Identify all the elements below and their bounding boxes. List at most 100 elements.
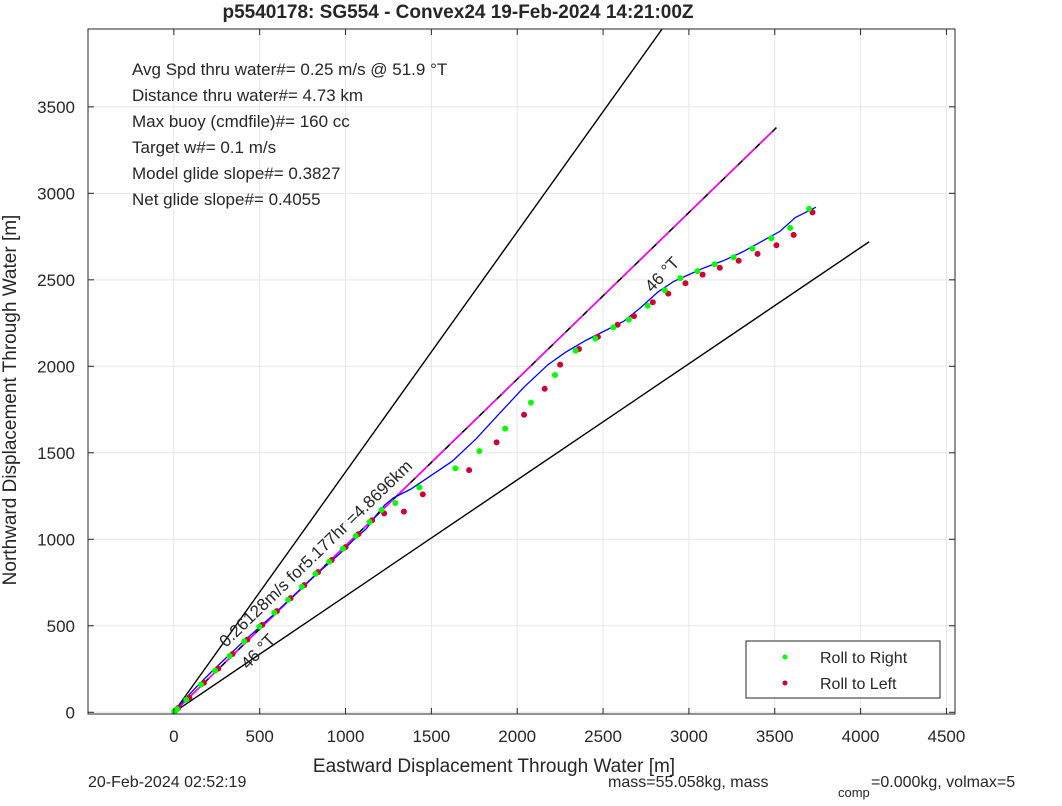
roll-right-point [452, 465, 459, 472]
roll-left-point [649, 299, 656, 306]
roll-right-point [271, 609, 278, 616]
y-tick-label: 3000 [37, 184, 75, 203]
x-axis-label: Eastward Displacement Through Water [m] [313, 756, 675, 777]
roll-right-point [352, 532, 359, 539]
y-tick-label: 2500 [37, 271, 75, 290]
x-tick-label: 4000 [842, 727, 880, 746]
stats-line-5: Model glide slope#= 0.3827 [132, 164, 340, 183]
roll-left-point [521, 411, 528, 418]
legend-label-right: Roll to Right [820, 650, 908, 667]
stats-block: Avg Spd thru water#= 0.25 m/s @ 51.9 °T … [132, 60, 447, 209]
roll-right-point [392, 499, 399, 506]
footer-date: 20-Feb-2024 02:52:19 [88, 774, 246, 791]
x-tick-label: 500 [245, 727, 273, 746]
roll-right-point [285, 596, 292, 603]
roll-right-point [572, 347, 579, 354]
legend-marker-left [782, 680, 788, 686]
roll-right-point [711, 261, 718, 268]
roll-right-point [173, 706, 180, 713]
roll-right-point [378, 506, 385, 513]
roll-right-point [787, 224, 794, 231]
roll-right-point [256, 623, 263, 630]
x-tick-label: 1000 [327, 727, 365, 746]
roll-right-point [677, 275, 684, 282]
roll-right-point [183, 696, 190, 703]
footer-mass-suffix: =0.000kg, volmax=5 [871, 774, 1015, 791]
x-tick-label: 4500 [928, 727, 966, 746]
roll-right-point [730, 254, 737, 261]
roll-right-point [298, 583, 305, 590]
x-tick-label: 3000 [670, 727, 708, 746]
roll-left-point [557, 361, 564, 368]
y-tick-label: 1000 [37, 530, 75, 549]
roll-right-point [366, 518, 373, 525]
speed-line [173, 127, 778, 713]
footer-mass-prefix: mass=55.058kg, mass [608, 774, 769, 791]
roll-right-point [806, 205, 813, 212]
roll-right-point [416, 484, 423, 491]
roll-left-point [400, 508, 407, 515]
roll-left-point [630, 313, 637, 320]
roll-right-point [502, 425, 509, 432]
stats-line-4: Target w#= 0.1 m/s [132, 138, 276, 157]
stats-line-6: Net glide slope#= 0.4055 [132, 190, 321, 209]
stats-line-3: Max buoy (cmdfile)#= 160 cc [132, 112, 350, 131]
roll-left-point [773, 242, 780, 249]
grid [88, 29, 955, 714]
x-tick-label: 2000 [498, 727, 536, 746]
roll-left-point [735, 257, 742, 264]
chart-title: p5540178: SG554 - Convex24 19-Feb-2024 1… [222, 2, 693, 23]
roll-left-point [699, 271, 706, 278]
stats-line-1: Avg Spd thru water#= 0.25 m/s @ 51.9 °T [132, 60, 447, 79]
roll-right-point [339, 545, 346, 552]
legend: Roll to Right Roll to Left [745, 640, 941, 699]
legend-marker-right [782, 654, 788, 660]
y-tick-label: 0 [66, 703, 75, 722]
roll-right-point [212, 667, 219, 674]
heading-line-upper [173, 29, 663, 713]
x-tick-label: 2500 [584, 727, 622, 746]
y-tick-label: 3500 [37, 98, 75, 117]
roll-right-point [644, 302, 651, 309]
y-tick-label: 500 [47, 617, 75, 636]
x-tick-label: 3500 [756, 727, 794, 746]
x-tick-label: 0 [169, 727, 178, 746]
plot-area [88, 29, 955, 714]
legend-box [745, 640, 941, 699]
roll-right-point [694, 268, 701, 275]
roll-right-point [226, 653, 233, 660]
roll-right-point [197, 681, 204, 688]
footer-mass-sub: comp [838, 785, 870, 800]
roll-right-point [476, 448, 483, 455]
roll-right-point [749, 245, 756, 252]
x-tick-label: 1500 [412, 727, 450, 746]
roll-left-point [682, 280, 689, 287]
heading-line-lower [173, 241, 870, 713]
legend-label-left: Roll to Left [820, 676, 897, 693]
roll-right-point [661, 287, 668, 294]
roll-right-point [326, 558, 333, 565]
stats-line-2: Distance thru water#= 4.73 km [132, 86, 363, 105]
roll-left-point [716, 264, 723, 271]
roll-left-point [493, 439, 500, 446]
roll-left-point [790, 231, 797, 238]
y-tick-label: 2000 [37, 357, 75, 376]
roll-right-point [625, 316, 632, 323]
roll-right-point [592, 335, 599, 342]
series-group [171, 29, 870, 714]
roll-right-point [527, 399, 534, 406]
roll-right-point [610, 324, 617, 331]
roll-right-point [551, 371, 558, 378]
roll-left-point [419, 491, 426, 498]
roll-left-point [754, 250, 761, 257]
roll-right-point [768, 235, 775, 242]
y-axis-label: Northward Displacement Through Water [m] [0, 215, 21, 586]
roll-left-point [541, 385, 548, 392]
footer-mass: mass=55.058kg, mass comp =0.000kg, volma… [608, 774, 1015, 801]
tick-labels: 0 500 1000 1500 2000 2500 3000 3500 4000 4500 0 500… [37, 29, 965, 746]
axes-box [87, 28, 956, 715]
data-layer [171, 29, 870, 714]
roll-left-point [466, 467, 473, 474]
